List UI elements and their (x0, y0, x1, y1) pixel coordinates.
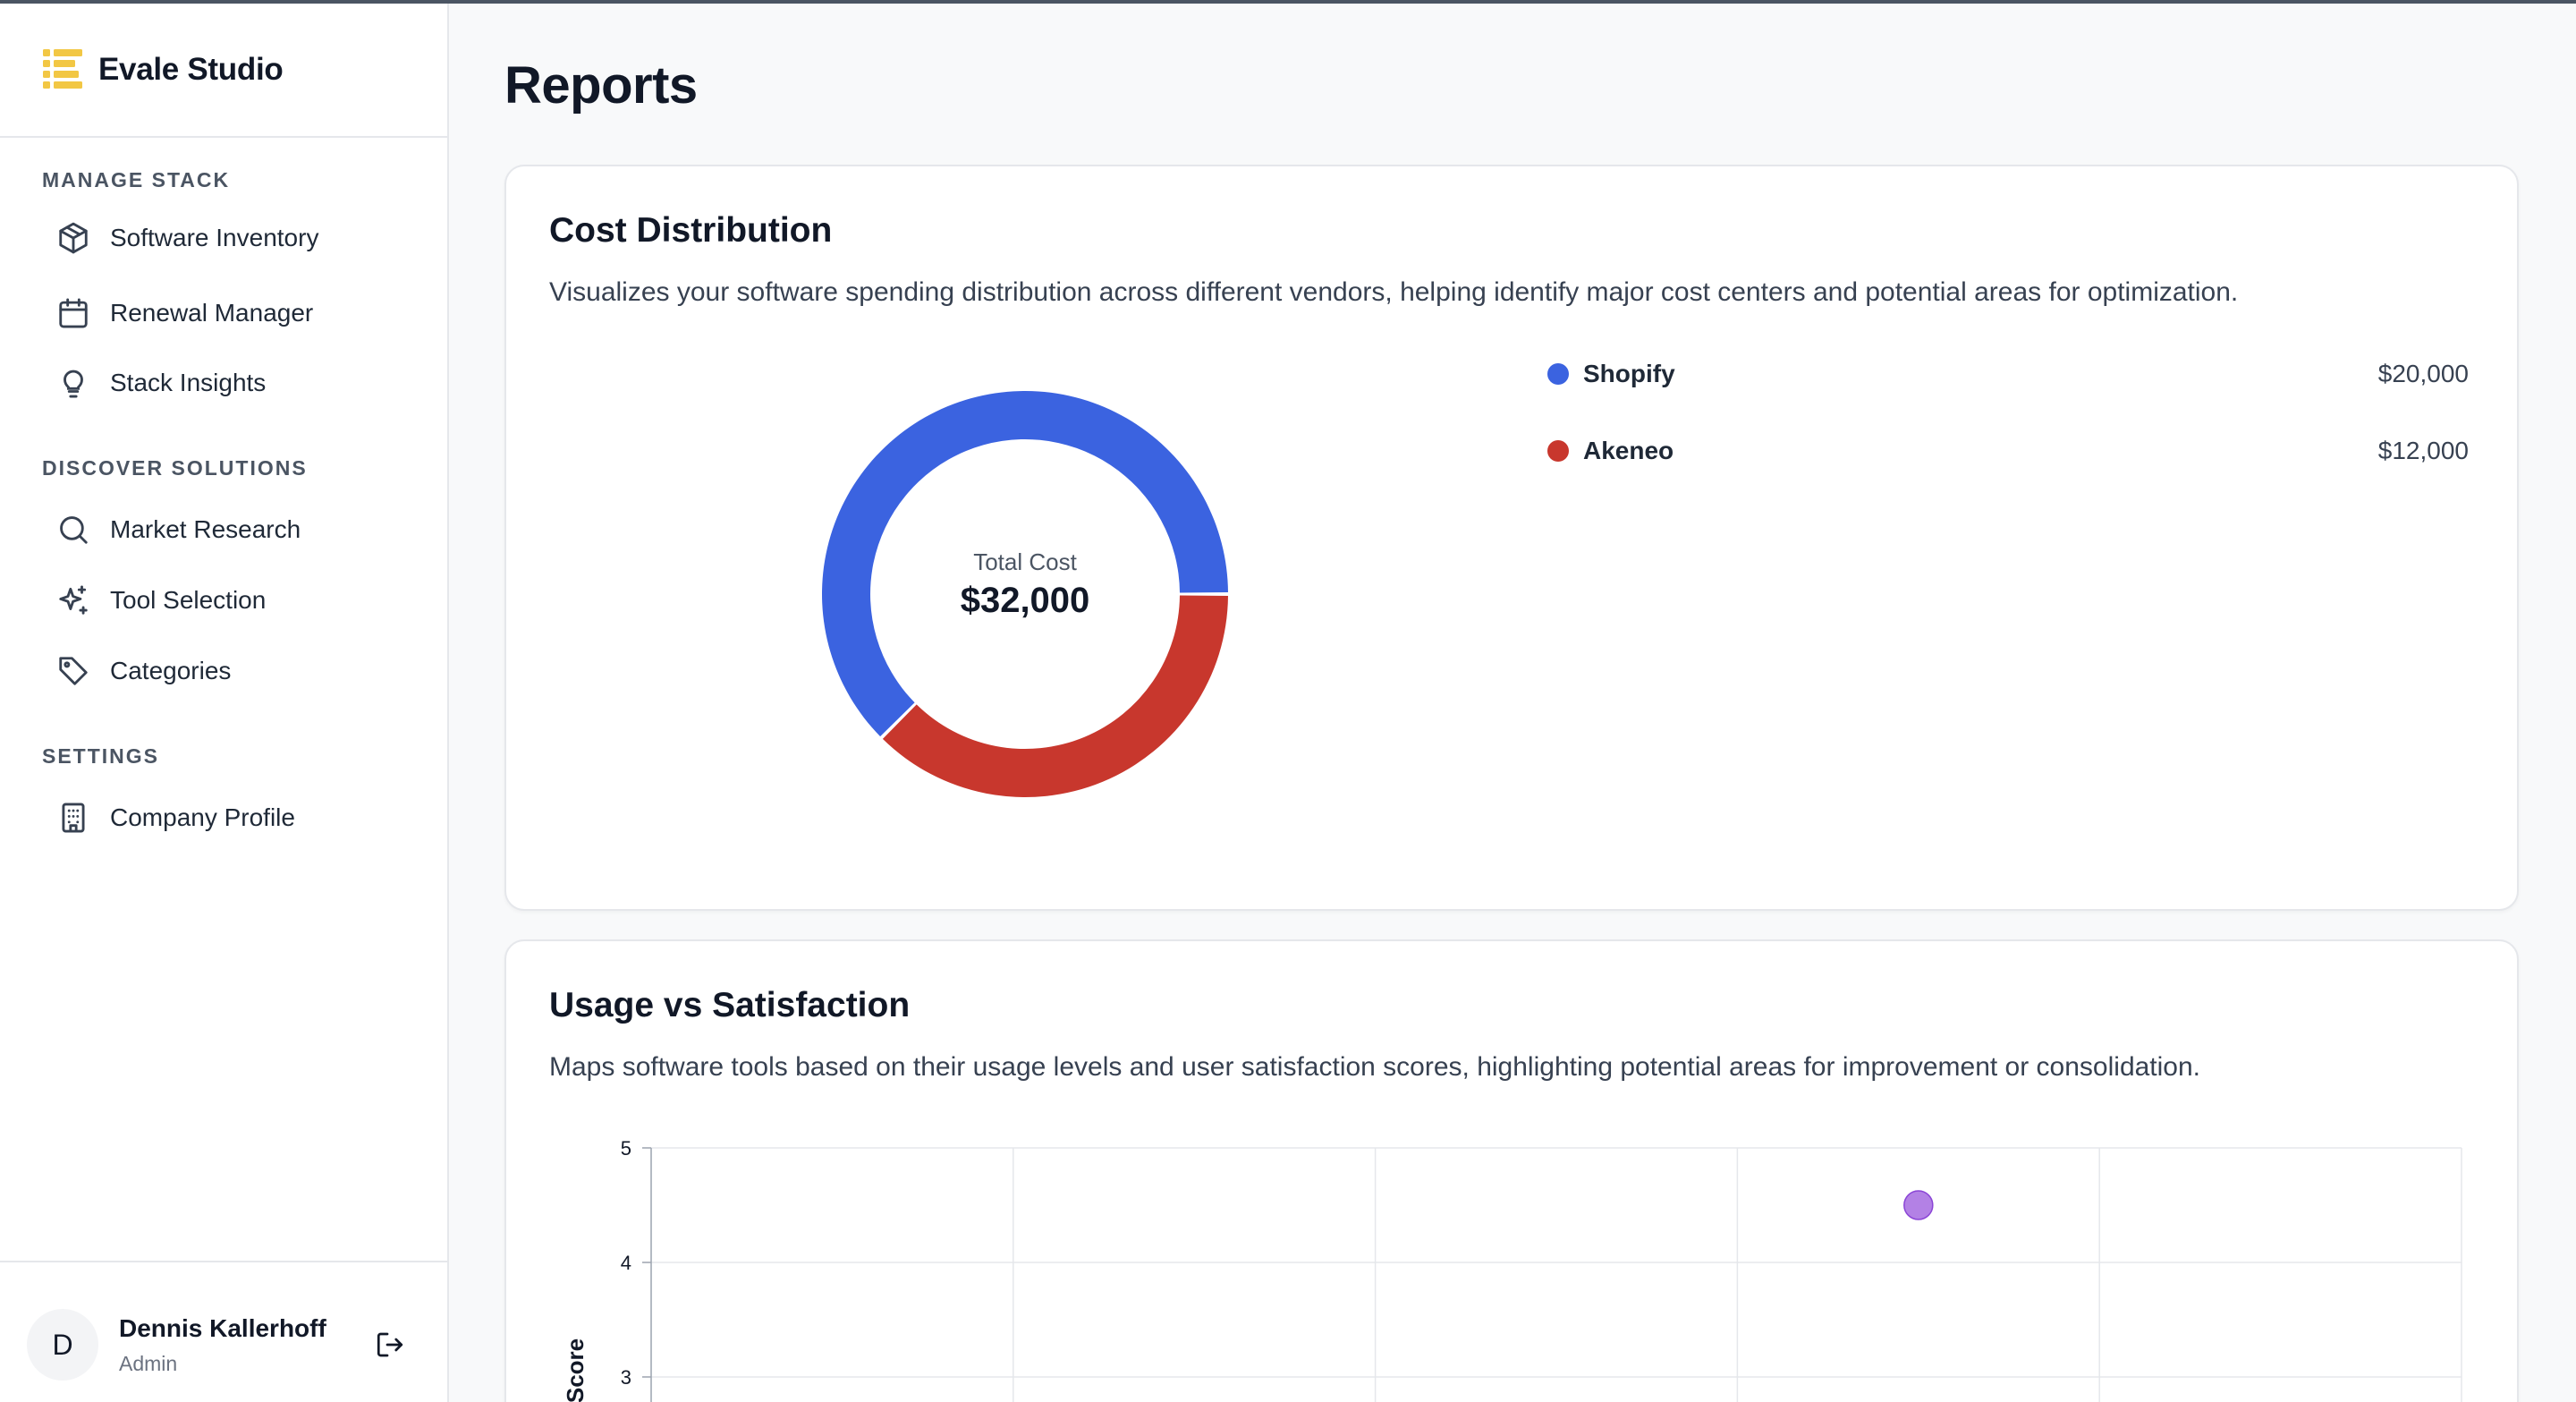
sidebar-item-software-inventory[interactable]: Software Inventory (42, 209, 418, 267)
sidebar-item-label: Stack Insights (110, 369, 267, 396)
sidebar-item-label: Company Profile (110, 803, 295, 831)
donut-slice-akeneo[interactable] (882, 595, 1228, 797)
lightbulb-icon (56, 366, 90, 400)
brand-logo-icon (43, 49, 82, 89)
search-icon (56, 513, 90, 547)
y-tick-label: 4 (621, 1252, 631, 1274)
sidebar-item-categories[interactable]: Categories (42, 642, 418, 700)
sidebar-item-label: Market Research (110, 515, 301, 543)
sidebar-item-renewal-manager[interactable]: Renewal Manager (42, 285, 418, 342)
usage-card-title: Usage vs Satisfaction (549, 986, 911, 1024)
scatter-chart: 5 4 3 Score (562, 1137, 2462, 1402)
sidebar-item-label: Tool Selection (110, 586, 267, 614)
legend-value: $20,000 (2377, 360, 2469, 387)
sidebar-item-stack-insights[interactable]: Stack Insights (42, 354, 418, 412)
donut-center-value: $32,000 (960, 581, 1090, 620)
legend-dot (1547, 440, 1569, 462)
legend-item-akeneo[interactable]: Akeneo $12,000 (1547, 433, 2469, 469)
sidebar-item-label: Renewal Manager (110, 299, 314, 327)
section-title-discover-solutions: DISCOVER SOLUTIONS (42, 456, 308, 480)
donut-chart-svg (822, 391, 1228, 797)
sidebar-item-tool-selection[interactable]: Tool Selection (42, 572, 418, 629)
sidebar: Evale Studio MANAGE STACK Software Inven… (0, 4, 449, 1402)
tag-icon (56, 654, 90, 688)
logout-icon[interactable] (374, 1329, 406, 1361)
section-title-manage-stack: MANAGE STACK (42, 168, 231, 191)
donut-center-label: Total Cost (973, 548, 1077, 575)
legend-name: Akeneo (1583, 437, 1674, 464)
section-title-settings: SETTINGS (42, 744, 160, 768)
legend-value: $12,000 (2377, 437, 2469, 464)
sidebar-item-market-research[interactable]: Market Research (42, 501, 418, 558)
cost-card-description: Visualizes your software spending distri… (549, 277, 2239, 307)
user-role: Admin (119, 1352, 178, 1375)
avatar[interactable]: D (27, 1309, 98, 1381)
sparkles-icon (56, 583, 90, 617)
user-profile: D Dennis Kallerhoff Admin (0, 1261, 447, 1402)
building-icon (56, 801, 90, 835)
legend-item-shopify[interactable]: Shopify $20,000 (1547, 356, 2469, 392)
legend-name: Shopify (1583, 360, 1675, 387)
y-axis-label: Score (562, 1338, 589, 1402)
top-border (0, 0, 2576, 4)
cost-distribution-card: Cost Distribution Visualizes your softwa… (504, 165, 2519, 911)
usage-card-description: Maps software tools based on their usage… (549, 1052, 2201, 1082)
donut-chart: Total Cost $32,000 (815, 384, 1235, 804)
sidebar-item-company-profile[interactable]: Company Profile (42, 789, 418, 846)
y-tick-label: 5 (621, 1137, 631, 1160)
brand-name: Evale Studio (98, 52, 284, 87)
user-name: Dennis Kallerhoff (119, 1314, 326, 1342)
usage-satisfaction-card: Usage vs Satisfaction Maps software tool… (504, 939, 2519, 1402)
legend-dot (1547, 363, 1569, 385)
sidebar-item-label: Software Inventory (110, 224, 319, 251)
sidebar-item-label: Categories (110, 657, 232, 684)
package-icon (56, 221, 90, 255)
y-tick-label: 3 (621, 1366, 631, 1389)
calendar-icon (56, 296, 90, 330)
scatter-point[interactable] (1903, 1190, 1934, 1220)
brand[interactable]: Evale Studio (0, 4, 447, 138)
cost-card-title: Cost Distribution (549, 211, 833, 250)
page-title: Reports (504, 56, 698, 115)
donut-slice-shopify[interactable] (822, 391, 1228, 737)
